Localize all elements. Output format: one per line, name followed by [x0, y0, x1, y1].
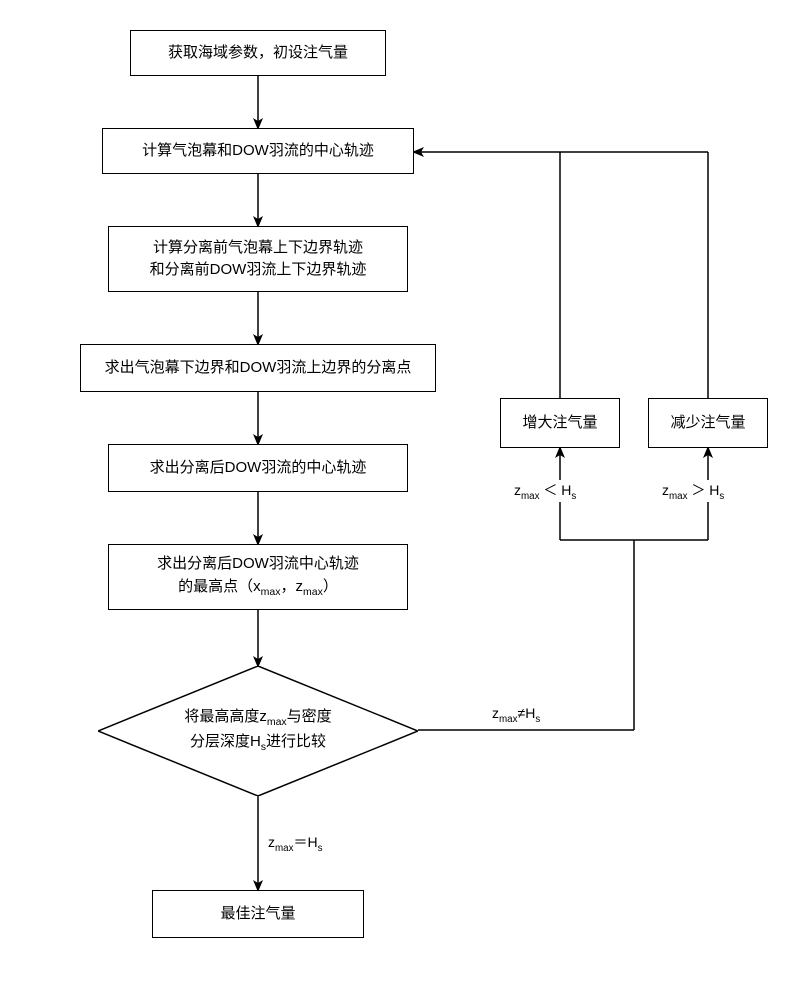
node-find-separation-point: 求出气泡幕下边界和DOW羽流上边界的分离点 [80, 344, 436, 392]
node-label: 减少注气量 [670, 412, 745, 435]
node-label: 求出气泡幕下边界和DOW羽流上边界的分离点 [105, 357, 412, 380]
label-eq: zmax＝Hs [266, 832, 325, 854]
node-highest-point: 求出分离后DOW羽流中心轨迹 的最高点（xmax，zmax） [108, 544, 408, 610]
node-label: 将最高高度zmax与密度 分层深度Hs进行比较 [184, 706, 331, 756]
node-acquire-params: 获取海域参数，初设注气量 [130, 30, 386, 76]
label-lt: zmax ＜ Hs [512, 480, 578, 502]
node-label: 增大注气量 [522, 412, 597, 435]
node-calc-boundary-traj: 计算分离前气泡幕上下边界轨迹 和分离前DOW羽流上下边界轨迹 [108, 226, 408, 292]
node-decrease-injection: 减少注气量 [648, 398, 768, 448]
node-label: 计算分离前气泡幕上下边界轨迹 和分离前DOW羽流上下边界轨迹 [150, 237, 367, 282]
node-calc-center-traj: 计算气泡幕和DOW羽流的中心轨迹 [102, 128, 414, 174]
node-label: 获取海域参数，初设注气量 [168, 42, 348, 65]
label-gt: zmax ＞ Hs [660, 480, 726, 502]
node-label: 求出分离后DOW羽流的中心轨迹 [150, 457, 367, 480]
node-label: 计算气泡幕和DOW羽流的中心轨迹 [142, 140, 374, 163]
node-optimal-injection: 最佳注气量 [152, 890, 364, 938]
node-compare-decision: 将最高高度zmax与密度 分层深度Hs进行比较 [98, 666, 418, 796]
node-label: 最佳注气量 [220, 903, 295, 926]
node-increase-injection: 增大注气量 [500, 398, 620, 448]
label-neq: zmax≠Hs [490, 705, 542, 725]
node-label: 求出分离后DOW羽流中心轨迹 的最高点（xmax，zmax） [157, 553, 359, 600]
node-post-sep-center-traj: 求出分离后DOW羽流的中心轨迹 [108, 444, 408, 492]
